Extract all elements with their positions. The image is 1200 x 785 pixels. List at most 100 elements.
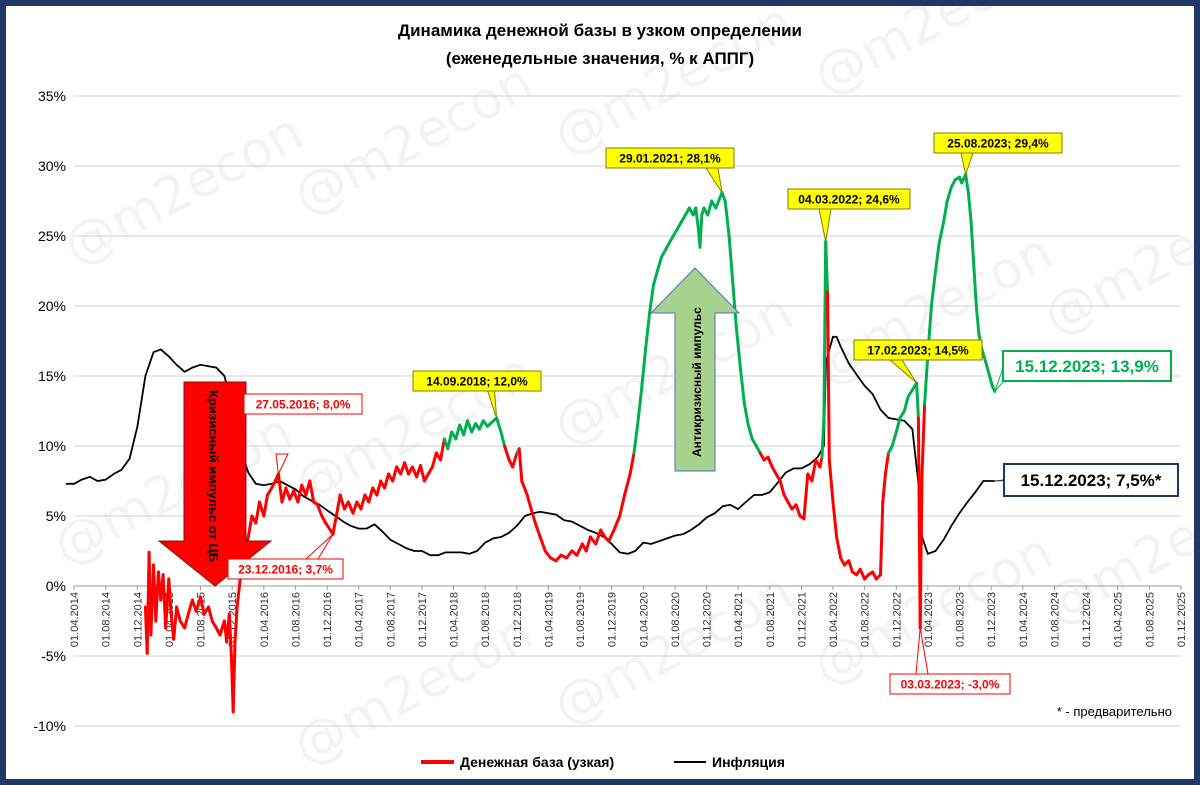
series-money-base-segment [969,220,976,266]
series-money-base-segment [167,577,173,616]
series-money-base-segment [648,283,655,315]
y-tick-label: -5% [41,648,66,664]
x-tick-label: 01.12.2014 [132,592,144,647]
callout-box [605,147,735,169]
callout-box [1002,350,1172,382]
watermark-text: @m2econ [804,6,1063,107]
series-money-base-segment [391,465,399,483]
series-money-base-segment [533,521,542,539]
series-money-base-segment [802,472,810,521]
series-money-base-segment [246,514,254,539]
series-money-base-segment [820,416,826,459]
series-money-base-segment [636,388,643,427]
x-tick-label: 01.04.2024 [1018,592,1030,647]
callout-box [787,188,911,210]
x-tick-label: 01.04.2023 [923,592,935,647]
x-axis: 01.04.2014 01.08.2014 01.12.2014 01.04.2015… [69,586,1188,647]
series-money-base-segment [430,451,438,469]
legend-label-inflation: Инфляция [712,754,785,770]
series-money-base-segment [495,416,503,434]
callout-label: 04.03.2022; 24,6% [798,192,900,206]
series-money-base-segment [847,559,854,574]
series-money-base-segment [988,374,994,388]
series-money-base-segment [207,605,214,623]
callout-box [933,132,1063,154]
series-money-base-segment [503,444,511,462]
x-tick-label: 01.12.2022 [891,592,903,647]
x-tick-label: 01.08.2022 [860,592,872,647]
series-money-base-segment [942,199,949,224]
legend-label-money-base: Денежная база (узкая) [460,754,614,770]
series-money-base-segment [835,535,843,560]
callout-pointer [960,152,974,177]
x-tick-label: 01.08.2025 [1144,592,1156,647]
series-money-base-segment [972,262,978,308]
y-tick-label: 15% [38,368,66,384]
y-tick-label: 25% [38,228,66,244]
x-tick-label: 01.04.2018 [448,592,460,647]
x-tick-label: 01.04.2017 [354,592,366,647]
series-money-base-segment [446,430,454,451]
series-money-base-segment [655,255,663,273]
series-money-base-segment [499,430,507,448]
y-tick-label: 20% [38,298,66,314]
x-tick-label: 01.04.2019 [543,592,555,647]
legend: Денежная база (узкая) Инфляция [421,754,785,770]
series-money-base-segment [652,269,659,287]
series-money-base-segment [818,455,824,469]
series-money-base-segment [172,605,179,641]
series-money-base-segment [974,304,981,336]
series-money-base-segment [967,192,973,224]
series-money-base-segment [231,640,237,714]
series-money-base-segment [920,402,927,476]
series-money-base-segment [439,437,446,462]
callout-label: 23.12.2016; 3,7% [238,562,333,576]
crisis-impulse-label: Кризисный импульс от ЦБ [206,390,221,562]
series-money-base-segment [618,493,627,518]
y-tick-label: 30% [38,158,66,174]
series-money-base-segment [727,234,734,280]
series-money-base-segment [894,416,902,434]
series-money-base-segment [351,500,359,515]
x-tick-label: 01.08.2016 [291,592,303,647]
series-money-base-segment [723,199,731,238]
x-tick-label: 01.04.2016 [259,592,271,647]
series-money-base-segment [367,486,375,504]
callout-box [227,558,344,580]
x-tick-label: 01.08.2017 [385,592,397,647]
series-money-base-segment [199,595,206,616]
series-money-base-segment [520,479,529,497]
callout-label: 29.01.2021; 28,1% [619,151,721,165]
series-money-base-segment [739,367,746,406]
annotations-layer: 27.05.2016; 8,0% 23.12.2016; 3,7% 14.09.20… [227,132,1179,695]
series-money-base-segment [262,493,269,518]
series-money-base-segment [233,605,239,644]
series-money-base-segment [923,353,930,406]
series-money-base-segment [175,605,182,623]
watermark-text: @m2econ [284,52,543,228]
series-money-base-segment [594,528,603,546]
chart-title: Динамика денежной базы в узком определен… [398,21,802,40]
x-tick-label: 01.12.2018 [512,592,524,647]
series-money-base-segment [276,472,284,504]
series-money-base-segment [883,451,890,476]
series-money-base-segment [918,472,924,630]
series-money-base-segment [525,493,533,511]
series-money-base-segment [742,402,750,427]
series-money-base-segment [934,241,941,273]
series-money-base-segment [623,472,632,497]
series-money-base-segment [902,395,910,413]
x-tick-label: 01.04.2020 [638,592,650,647]
series-money-base-segment [375,479,383,497]
y-tick-label: 10% [38,438,66,454]
callout-pointer [705,167,723,193]
series-money-base-segment [794,503,802,518]
series-money-base-segment [338,493,346,511]
x-tick-label: 01.04.2022 [828,592,840,647]
x-tick-label: 01.08.2020 [670,592,682,647]
series-money-base-segment [517,447,524,483]
x-tick-label: 01.12.2019 [607,592,619,647]
y-tick-label: 5% [46,508,66,524]
series-money-base-segment [324,521,335,536]
series-money-base-segment [308,479,316,504]
